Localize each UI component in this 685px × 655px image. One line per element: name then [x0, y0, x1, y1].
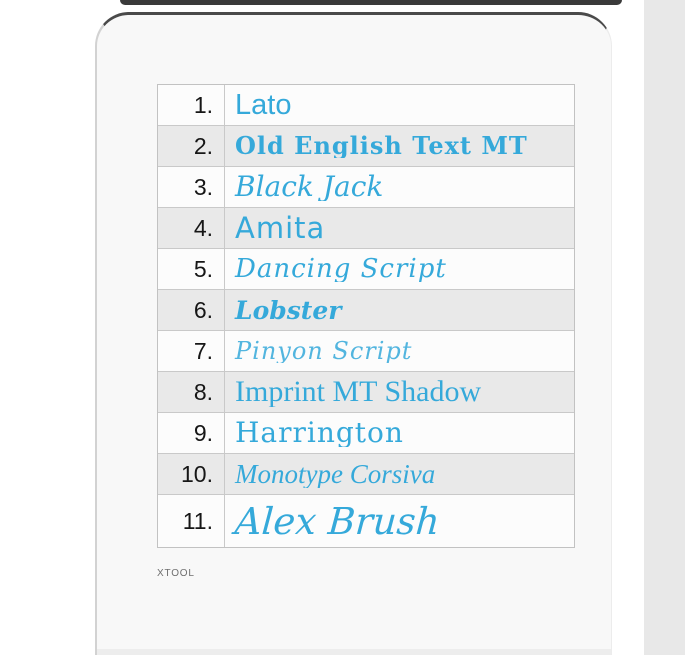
font-name-sample: Monotype Corsiva: [235, 460, 436, 488]
font-name-sample: Alex Brush: [233, 502, 442, 540]
row-number: 6.: [158, 290, 225, 330]
font-list-table: 1. Lato 2. Old English Text MT 3. Black Jack 4…: [157, 84, 575, 548]
font-name-sample: Dancing Script: [235, 256, 447, 282]
font-row: 1. Lato: [158, 85, 574, 126]
font-row: 10. Monotype Corsiva: [158, 454, 574, 495]
font-name-sample: Black Jack: [235, 173, 384, 201]
row-number: 1.: [158, 85, 225, 125]
font-row: 5. Dancing Script: [158, 249, 574, 290]
row-number: 11.: [158, 495, 225, 547]
font-name-sample: Amita: [235, 213, 326, 243]
font-name-sample: Lobster: [235, 297, 342, 323]
row-number: 7.: [158, 331, 225, 371]
row-number: 2.: [158, 126, 225, 166]
font-row: 7. Pinyon Script: [158, 331, 574, 372]
font-sample-card: 1. Lato 2. Old English Text MT 3. Black Jack 4…: [95, 12, 612, 655]
font-row: 4. Amita: [158, 208, 574, 249]
row-number: 4.: [158, 208, 225, 248]
brand-label: XTOOL: [157, 568, 195, 579]
row-number: 10.: [158, 454, 225, 494]
row-number: 8.: [158, 372, 225, 412]
font-name-sample: Harrington: [235, 419, 404, 447]
font-row: 11. Alex Brush: [158, 495, 574, 547]
font-row: 2. Old English Text MT: [158, 126, 574, 167]
font-row: 6. Lobster: [158, 290, 574, 331]
font-name-sample: Lato: [235, 90, 292, 120]
font-name-sample: Old English Text MT: [235, 134, 528, 158]
font-name-sample: Imprint MT Shadow: [235, 377, 482, 407]
font-row: 9. Harrington: [158, 413, 574, 454]
background-strip: [644, 0, 685, 655]
row-number: 3.: [158, 167, 225, 207]
row-number: 9.: [158, 413, 225, 453]
row-number: 5.: [158, 249, 225, 289]
font-name-sample: Pinyon Script: [235, 339, 413, 363]
font-row: 3. Black Jack: [158, 167, 574, 208]
font-row: 8. Imprint MT Shadow: [158, 372, 574, 413]
top-card-edge: [120, 0, 622, 5]
